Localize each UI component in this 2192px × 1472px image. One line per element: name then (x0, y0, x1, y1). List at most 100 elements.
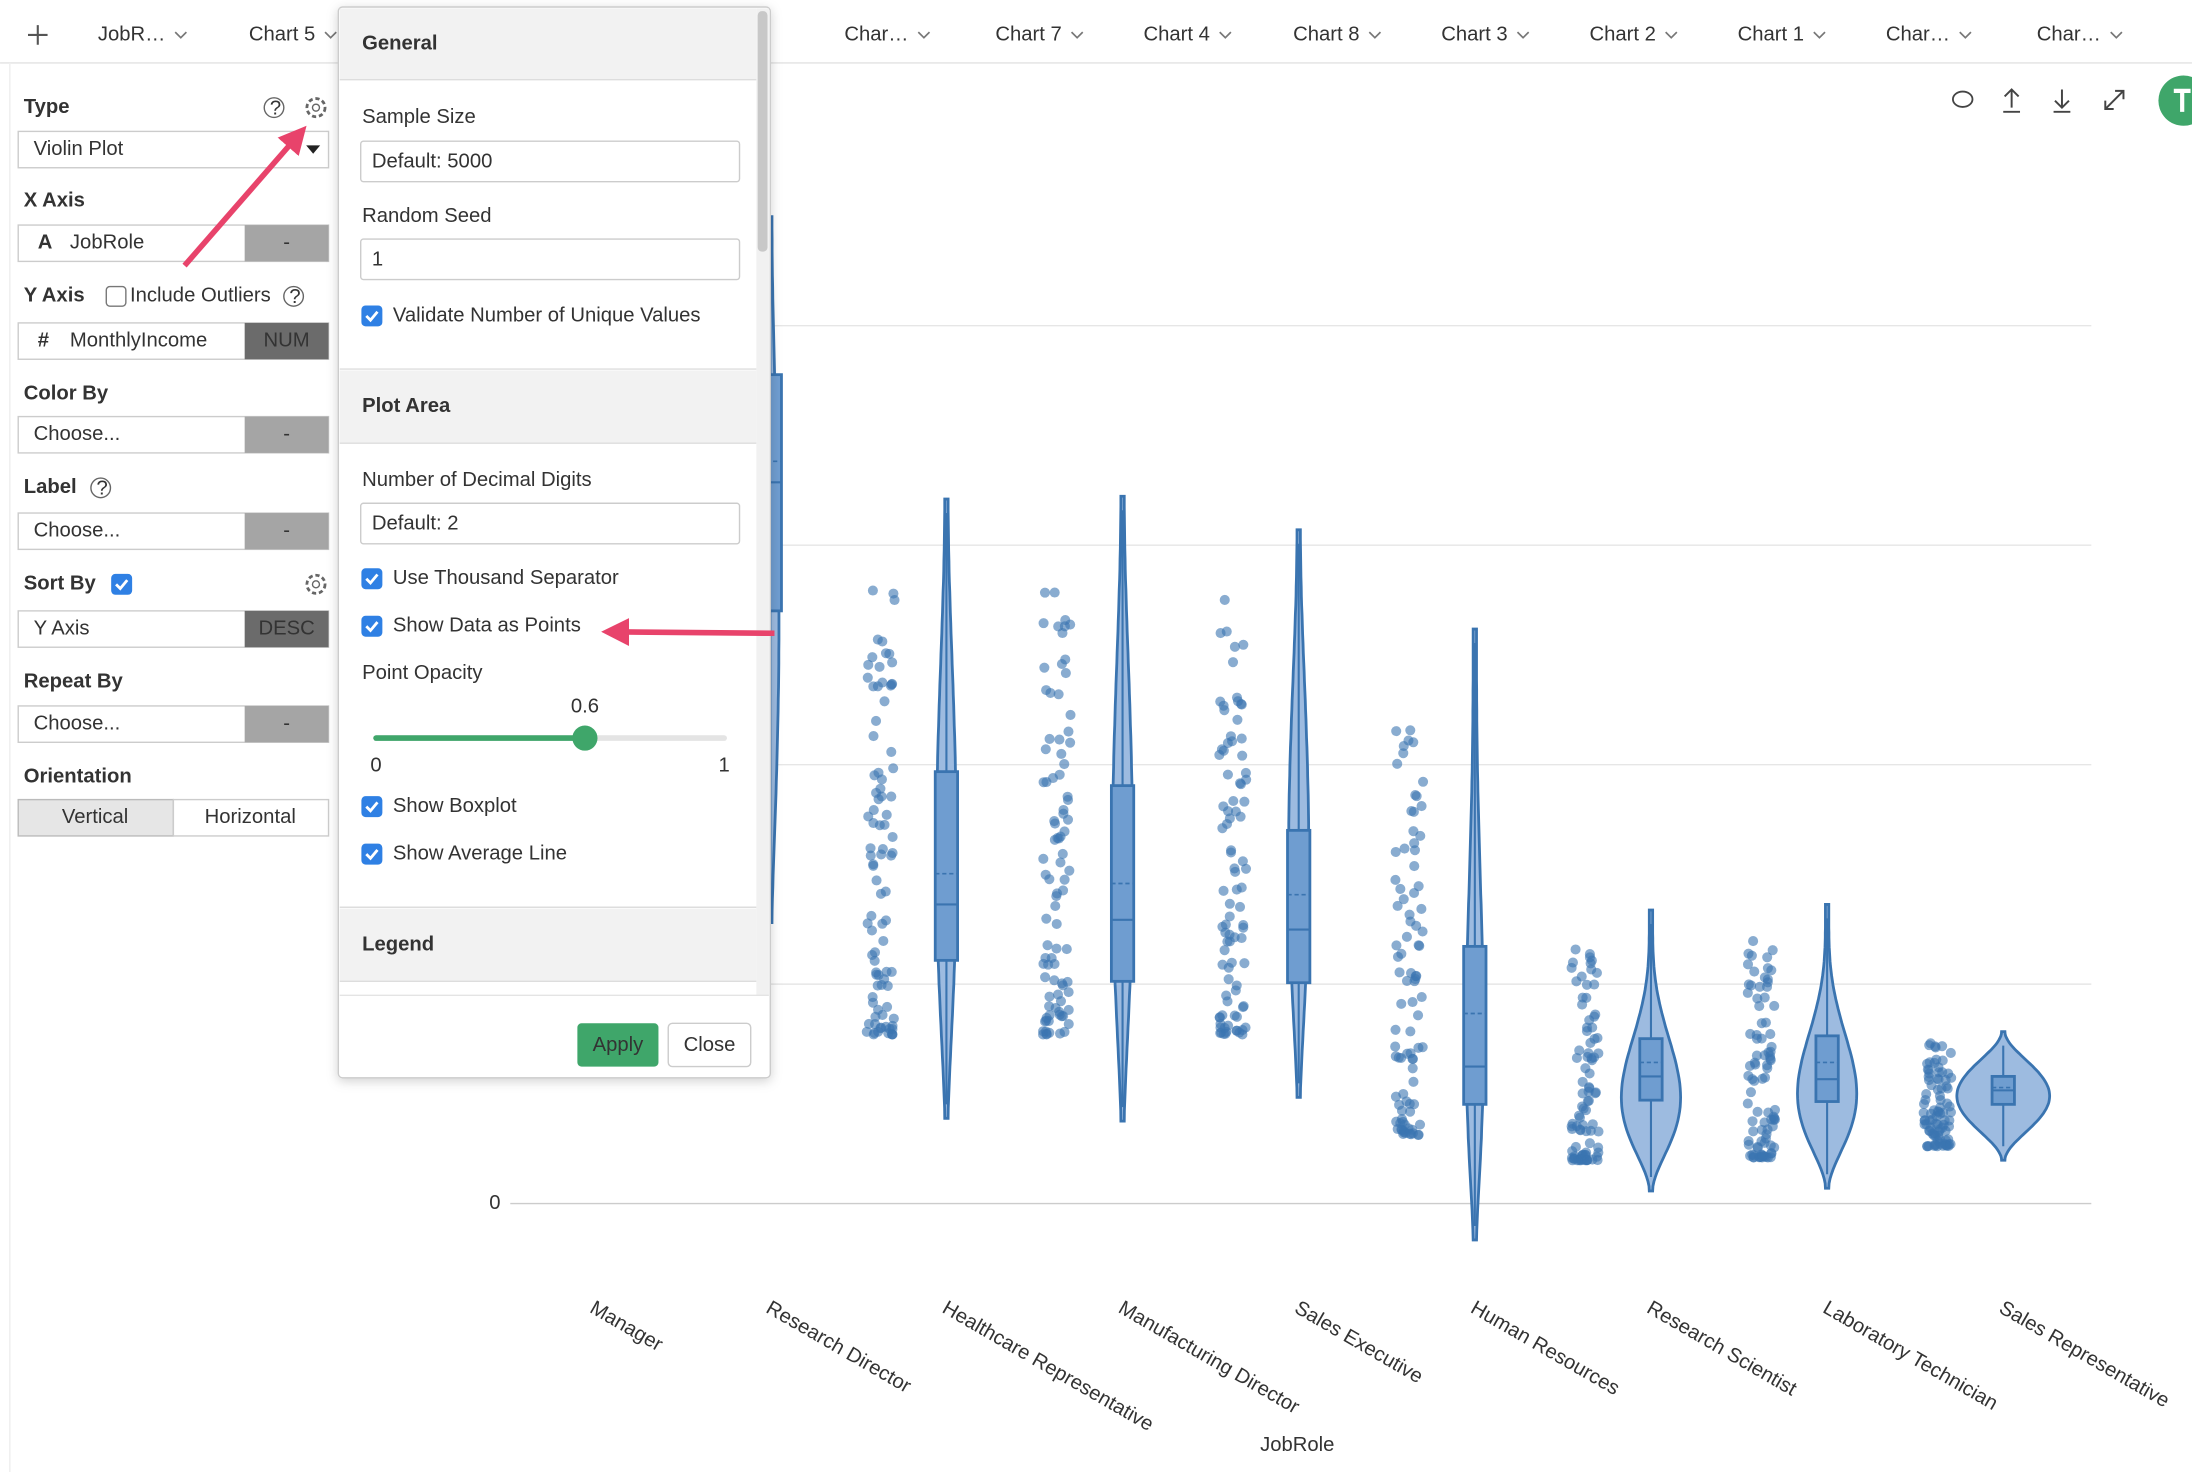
input[interactable] (359, 502, 741, 545)
x-axis-title: JobRole (1260, 1434, 1334, 1456)
field-button[interactable] (244, 705, 329, 743)
data-point (1589, 1033, 1600, 1044)
data-point (887, 831, 898, 843)
panel-label: Number of Decimal Digits (362, 469, 592, 491)
field-button[interactable] (244, 610, 329, 648)
tab[interactable]: Chart 5 (249, 23, 315, 45)
help-icon[interactable] (283, 285, 305, 307)
field-button[interactable] (244, 513, 329, 550)
section-header (339, 370, 757, 444)
data-point (1237, 750, 1248, 761)
data-point (1234, 901, 1246, 912)
checkbox[interactable] (361, 568, 383, 590)
tab[interactable]: Chart 1 (1738, 23, 1804, 45)
toggle-off[interactable] (172, 798, 330, 837)
input[interactable] (359, 238, 741, 281)
data-point (1921, 1089, 1932, 1100)
slider-knob[interactable] (572, 725, 598, 751)
data-point (1747, 1116, 1758, 1127)
apply-button[interactable] (577, 1023, 659, 1067)
data-point (1214, 749, 1225, 760)
data-point (1390, 846, 1401, 858)
field-button-label: - (283, 423, 290, 445)
chevron (1813, 31, 1826, 39)
data-point (861, 1026, 872, 1037)
tab[interactable]: Chart 3 (1441, 23, 1507, 45)
expand-icon[interactable] (2104, 89, 2125, 111)
section-title: General (362, 32, 437, 54)
data-point (1918, 1098, 1930, 1109)
field-button[interactable] (244, 416, 329, 453)
data-point (1749, 966, 1760, 977)
tab[interactable]: Char… (2037, 23, 2101, 45)
field-value: Choose... (34, 520, 121, 542)
field-button[interactable] (244, 322, 329, 360)
data-point (863, 659, 874, 670)
checkbox[interactable] (111, 573, 133, 595)
checkbox[interactable] (361, 796, 383, 818)
settings-panel: General Sample Size Default: 5000 Random Se… (337, 6, 771, 1079)
data-point (1057, 980, 1068, 991)
input[interactable] (359, 140, 741, 183)
data-point (1940, 1074, 1951, 1085)
x-tick-label: Manager (586, 1297, 666, 1356)
add-tab[interactable] (27, 25, 48, 45)
tab[interactable]: Char… (844, 23, 908, 45)
data-point (1405, 725, 1416, 736)
data-point (1407, 1063, 1418, 1074)
tab[interactable]: Chart 8 (1293, 23, 1359, 45)
comment-icon[interactable] (1952, 90, 1974, 108)
field-button[interactable] (244, 225, 329, 262)
data-point (1408, 826, 1419, 837)
toggle-label: Vertical (62, 806, 128, 828)
data-point (1231, 884, 1242, 895)
check-mark (365, 621, 379, 633)
pin-button[interactable] (2158, 75, 2192, 126)
data-point (1051, 891, 1062, 902)
option-label: Include Outliers (130, 285, 271, 307)
data-point (1054, 1028, 1066, 1039)
data-point (1756, 1018, 1767, 1029)
field-button-label: - (283, 232, 290, 254)
data-point (1417, 1042, 1428, 1053)
data-point (1942, 1098, 1953, 1109)
data-point (873, 767, 884, 778)
checkbox[interactable] (361, 843, 383, 865)
tab[interactable]: JobR… (98, 23, 166, 45)
data-point (1570, 944, 1581, 955)
data-point (889, 594, 900, 606)
data-point (1239, 796, 1250, 807)
tab[interactable]: Chart 7 (995, 23, 1061, 45)
field-label: Y Axis (24, 285, 85, 307)
data-point (1042, 940, 1053, 951)
tab[interactable]: Chart 2 (1589, 23, 1655, 45)
x-tick-label: Laboratory Technician (1819, 1297, 2001, 1415)
data-point (1751, 1050, 1762, 1061)
data-point (1041, 1029, 1052, 1040)
gear-icon[interactable] (305, 97, 327, 119)
help-icon[interactable] (263, 97, 285, 119)
field-value: Choose... (34, 712, 121, 734)
tab[interactable]: Char… (1886, 23, 1950, 45)
tab[interactable]: Chart 4 (1144, 23, 1210, 45)
field-label: Sort By (24, 573, 97, 595)
data-point (1225, 847, 1237, 858)
export-icon[interactable] (2003, 88, 2021, 113)
gear-icon[interactable] (305, 573, 327, 595)
scroll-thumb[interactable] (757, 11, 768, 252)
scroll-track (756, 8, 769, 996)
data-point (868, 731, 879, 742)
checkbox[interactable] (361, 305, 383, 327)
data-point (1761, 1129, 1772, 1140)
pin-icon (2173, 88, 2191, 112)
help-icon[interactable] (90, 477, 112, 499)
data-point (1414, 940, 1425, 951)
data-point (1765, 1140, 1776, 1151)
field-icon: # (38, 329, 49, 351)
checkbox[interactable] (361, 615, 383, 637)
data-point (1574, 1045, 1585, 1056)
data-point (1229, 641, 1240, 652)
close-button[interactable] (667, 1022, 752, 1068)
download-icon[interactable] (2053, 89, 2071, 113)
checkbox[interactable] (105, 285, 127, 307)
